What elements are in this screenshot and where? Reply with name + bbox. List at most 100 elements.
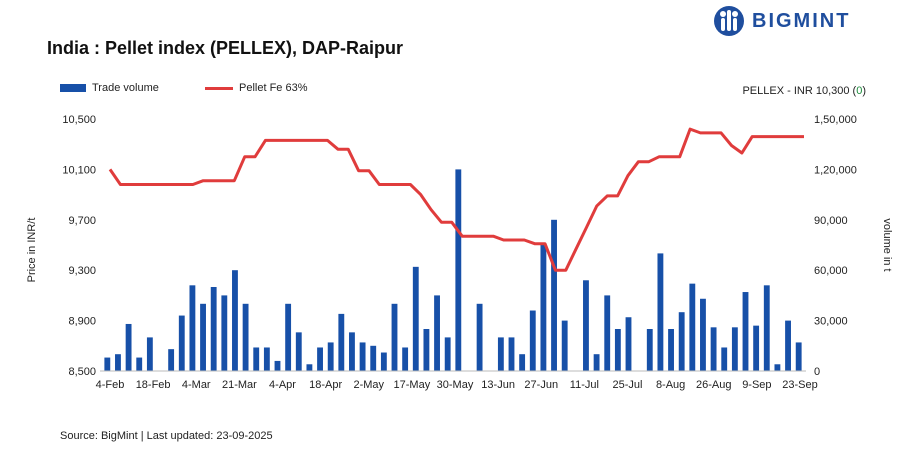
x-tick-label: 21-Mar: [222, 379, 257, 391]
volume-bar: [359, 342, 366, 371]
volume-bar: [317, 347, 323, 371]
volume-bar: [731, 327, 738, 371]
bigmint-logo: BIGMINT: [712, 5, 850, 37]
legend-item-pellet: Pellet Fe 63%: [205, 82, 307, 94]
volume-bar: [561, 320, 568, 371]
volume-bar: [306, 364, 313, 371]
volume-bar: [519, 354, 526, 371]
volume-bar: [115, 354, 121, 371]
x-tick-label: 25-Jul: [613, 379, 643, 391]
volume-bar: [136, 357, 143, 371]
legend-label-pellet: Pellet Fe 63%: [239, 82, 308, 94]
y-right-tick-label: 60,000: [814, 265, 848, 277]
volume-bar: [200, 303, 206, 371]
volume-bar: [370, 345, 377, 371]
volume-bar: [274, 360, 281, 371]
volume-bar: [763, 285, 770, 371]
legend-label-trade-volume: Trade volume: [92, 82, 159, 94]
volume-bar: [455, 169, 462, 371]
volume-bar: [285, 303, 292, 371]
y-right-tick-label: 1,20,000: [814, 164, 857, 176]
volume-bar: [402, 347, 409, 371]
volume-bar: [434, 295, 440, 371]
logo-text: BIGMINT: [752, 9, 851, 32]
volume-bar: [232, 270, 238, 371]
volume-bar: [646, 329, 653, 371]
volume-bar: [497, 337, 504, 371]
volume-bar: [583, 280, 589, 371]
y-left-tick-label: 10,100: [62, 164, 96, 176]
price-line: [108, 127, 804, 272]
x-tick-label: 30-May: [437, 379, 474, 391]
y-right-axis-label: volume in t: [881, 218, 893, 271]
volume-bar: [125, 323, 132, 371]
x-tick-label: 26-Aug: [696, 379, 731, 391]
x-tick-label: 9-Sep: [742, 379, 771, 391]
volume-bar: [795, 342, 802, 371]
x-tick-label: 2-May: [353, 379, 384, 391]
y-right-tick-label: 30,000: [814, 316, 848, 328]
volume-bar: [104, 357, 111, 371]
volume-bar: [327, 342, 334, 371]
volume-bar: [210, 287, 217, 371]
volume-bar: [221, 295, 228, 371]
x-axis-ticks: 4-Feb 18-Feb 4-Mar 21-Mar 4-Apr 18-Apr 2-May 17…: [96, 379, 818, 391]
x-tick-label: 4-Apr: [269, 379, 296, 391]
volume-bar: [253, 347, 260, 371]
volume-bar: [689, 283, 696, 371]
volume-bar: [391, 303, 398, 371]
volume-bars: [104, 169, 802, 371]
volume-bar: [444, 337, 451, 371]
volume-bar: [614, 329, 621, 371]
left-axis-ticks: 8,500 8,900 9,300 9,700 10,100 10,500: [62, 114, 96, 378]
x-tick-label: 4-Mar: [182, 379, 211, 391]
y-left-tick-label: 9,700: [68, 215, 96, 227]
volume-bar: [476, 303, 483, 371]
volume-bar: [700, 298, 706, 371]
x-tick-label: 17-May: [394, 379, 431, 391]
volume-bar: [178, 315, 185, 371]
y-left-tick-label: 10,500: [62, 114, 96, 126]
right-axis-ticks: 0 30,000 60,000 90,000 1,20,000 1,50,000: [814, 114, 857, 378]
volume-bar: [753, 325, 760, 371]
y-left-tick-label: 9,300: [68, 265, 96, 277]
volume-bar: [551, 219, 557, 371]
volume-bar: [412, 266, 419, 371]
x-tick-label: 13-Jun: [481, 379, 515, 391]
x-tick-label: 18-Feb: [136, 379, 171, 391]
source-note: Source: BigMint | Last updated: 23-09-20…: [60, 430, 273, 442]
y-left-tick-label: 8,900: [68, 316, 96, 328]
volume-bar: [263, 347, 270, 371]
volume-bar: [710, 327, 717, 371]
volume-bar: [721, 347, 728, 371]
volume-bar: [146, 337, 153, 371]
volume-bar: [742, 292, 749, 371]
y-left-tick-label: 8,500: [68, 366, 96, 378]
volume-bar: [604, 295, 611, 371]
price-note-prefix: PELLEX - INR 10,300 (: [742, 85, 857, 97]
volume-bar: [529, 310, 536, 371]
x-tick-label: 23-Sep: [782, 379, 817, 391]
chart-title: India : Pellet index (PELLEX), DAP-Raipu…: [47, 38, 404, 58]
bigmint-figure-icon: [714, 6, 744, 36]
volume-bar: [668, 329, 674, 371]
price-note: PELLEX - INR 10,300 (0): [742, 85, 866, 97]
volume-bar: [349, 332, 355, 371]
legend-swatch-line: [205, 86, 233, 90]
volume-bar: [168, 349, 175, 371]
y-right-tick-label: 90,000: [814, 215, 848, 227]
volume-bar: [657, 253, 664, 371]
x-tick-label: 8-Aug: [656, 379, 685, 391]
y-left-axis-label: Price in INR/t: [26, 218, 38, 283]
volume-bar: [423, 329, 430, 371]
volume-bar: [678, 312, 685, 371]
volume-bar: [774, 364, 781, 371]
volume-bar: [540, 245, 547, 371]
x-tick-label: 27-Jun: [524, 379, 558, 391]
volume-bar: [380, 352, 387, 371]
volume-bar: [295, 332, 302, 371]
legend-item-trade-volume: Trade volume: [60, 82, 159, 94]
x-tick-label: 4-Feb: [96, 379, 125, 391]
legend-swatch-bar: [60, 84, 86, 92]
